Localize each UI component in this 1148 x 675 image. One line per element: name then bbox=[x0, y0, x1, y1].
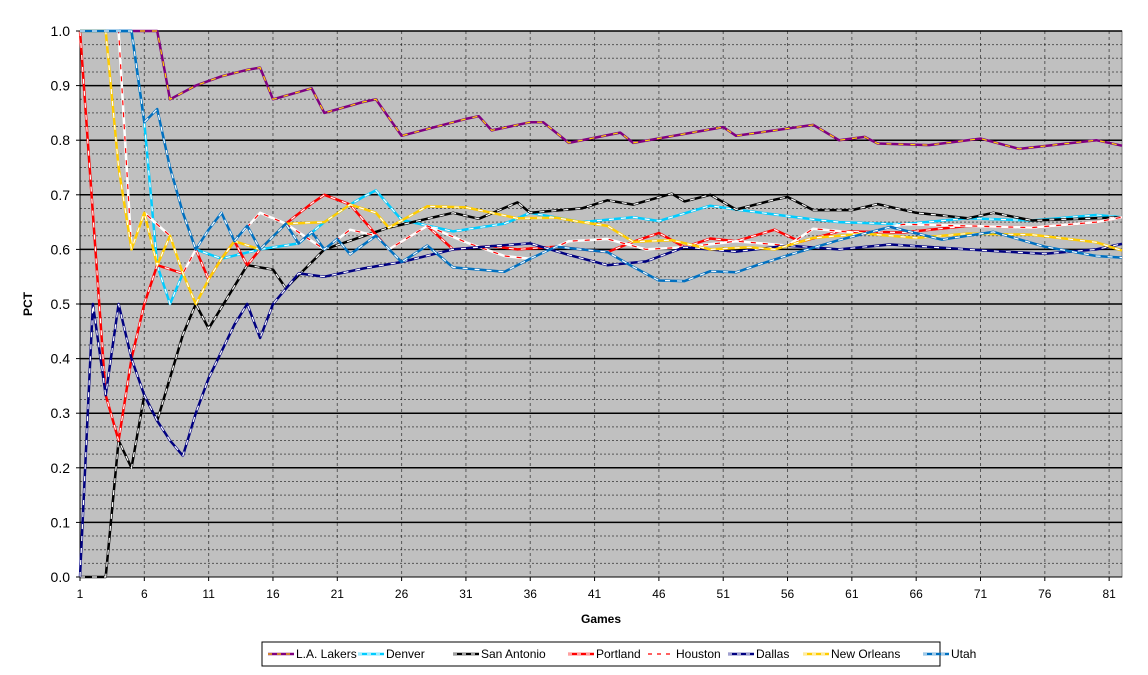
x-tick-label: 16 bbox=[266, 587, 280, 601]
legend-label: Denver bbox=[386, 647, 425, 661]
y-tick-label: 1.0 bbox=[51, 23, 71, 39]
series-line-base bbox=[78, 242, 1123, 578]
legend-label: Utah bbox=[951, 647, 976, 661]
series-line bbox=[80, 29, 1123, 306]
minor-gridlines bbox=[80, 44, 1122, 564]
x-tick-label: 61 bbox=[845, 587, 859, 601]
y-tick-label: 0.5 bbox=[51, 296, 71, 312]
series-line bbox=[80, 29, 1123, 151]
legend-entry: San Antonio bbox=[453, 647, 546, 661]
major-gridlines bbox=[80, 30, 1122, 524]
series-line-dash bbox=[80, 193, 1123, 578]
legend-label: L.A. Lakers bbox=[296, 647, 357, 661]
y-tick-label: 0.0 bbox=[51, 569, 71, 585]
x-tick-label: 11 bbox=[202, 587, 215, 601]
legend-entry: Denver bbox=[358, 647, 425, 661]
series-line bbox=[80, 29, 1123, 283]
x-tick-label: 41 bbox=[588, 587, 602, 601]
x-axis-title: Games bbox=[581, 612, 621, 626]
legend-label: San Antonio bbox=[481, 647, 546, 661]
x-tick-label: 81 bbox=[1102, 587, 1116, 601]
x-tick-labels: 1 6 11 16 21 26 31 36 41 46 51 56 61 66 71 76 81 bbox=[77, 577, 1116, 601]
legend-entry: New Orleans bbox=[803, 647, 900, 661]
x-tick-label: 26 bbox=[395, 587, 409, 601]
series-line-base bbox=[80, 29, 1123, 306]
legend-label: New Orleans bbox=[831, 647, 900, 661]
y-tick-label: 0.2 bbox=[51, 460, 71, 476]
x-tick-label: 71 bbox=[974, 587, 988, 601]
legend-entry: Houston bbox=[648, 647, 721, 661]
x-tick-label: 51 bbox=[717, 587, 731, 601]
legend: L.A. Lakers Denver San Antonio Portland Hous… bbox=[268, 647, 976, 661]
legend-label: Portland bbox=[596, 647, 641, 661]
x-tick-label: 76 bbox=[1038, 587, 1052, 601]
series-line bbox=[80, 192, 1123, 579]
x-tick-label: 36 bbox=[524, 587, 538, 601]
y-tick-label: 0.3 bbox=[51, 405, 71, 421]
y-tick-label: 0.9 bbox=[51, 78, 71, 94]
y-tick-label: 0.4 bbox=[51, 351, 71, 367]
x-tick-label: 66 bbox=[909, 587, 923, 601]
legend-label: Houston bbox=[676, 647, 721, 661]
series-line-dash bbox=[80, 30, 1123, 275]
x-tick-label: 6 bbox=[141, 587, 148, 601]
series-line-dash bbox=[80, 30, 1123, 282]
legend-entry: Dallas bbox=[728, 647, 789, 661]
x-tick-label: 1 bbox=[77, 587, 84, 601]
x-tick-label: 21 bbox=[331, 587, 345, 601]
y-tick-label: 0.6 bbox=[51, 241, 71, 257]
series-line bbox=[78, 242, 1123, 578]
series-layer bbox=[78, 29, 1123, 579]
legend-entry: L.A. Lakers bbox=[268, 647, 357, 661]
y-tick-labels: 0.0 0.1 0.2 0.3 0.4 0.5 0.6 0.7 0.8 0.9 1.0 bbox=[51, 23, 80, 585]
x-tick-label: 46 bbox=[652, 587, 666, 601]
x-tick-label: 56 bbox=[781, 587, 795, 601]
legend-entry: Portland bbox=[568, 647, 641, 661]
legend-label: Dallas bbox=[756, 647, 789, 661]
series-line-dash bbox=[80, 30, 1123, 150]
x-tick-label: 31 bbox=[459, 587, 473, 601]
y-axis-title: PCT bbox=[21, 291, 35, 316]
y-tick-label: 0.1 bbox=[51, 514, 71, 530]
legend-entry: Utah bbox=[923, 647, 976, 661]
y-tick-label: 0.8 bbox=[51, 132, 71, 148]
series-line bbox=[80, 29, 1123, 275]
y-tick-label: 0.7 bbox=[51, 187, 71, 203]
